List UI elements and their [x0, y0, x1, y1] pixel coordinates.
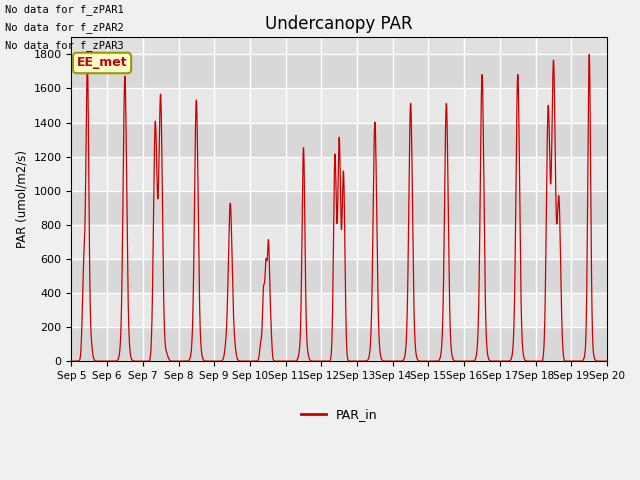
- Legend: PAR_in: PAR_in: [296, 403, 383, 426]
- Y-axis label: PAR (umol/m2/s): PAR (umol/m2/s): [15, 150, 28, 248]
- Text: EE_met: EE_met: [77, 57, 127, 70]
- Bar: [72, 88, 607, 122]
- Bar: [72, 191, 607, 225]
- Text: No data for f_zPAR3: No data for f_zPAR3: [5, 40, 124, 51]
- Bar: [72, 327, 607, 361]
- Title: Undercanopy PAR: Undercanopy PAR: [266, 15, 413, 33]
- Bar: [72, 156, 607, 191]
- Bar: [72, 54, 607, 88]
- Bar: [72, 122, 607, 156]
- Text: No data for f_zPAR2: No data for f_zPAR2: [5, 22, 124, 33]
- Bar: [72, 225, 607, 259]
- Bar: [72, 259, 607, 293]
- Bar: [72, 293, 607, 327]
- Text: No data for f_zPAR1: No data for f_zPAR1: [5, 4, 124, 15]
